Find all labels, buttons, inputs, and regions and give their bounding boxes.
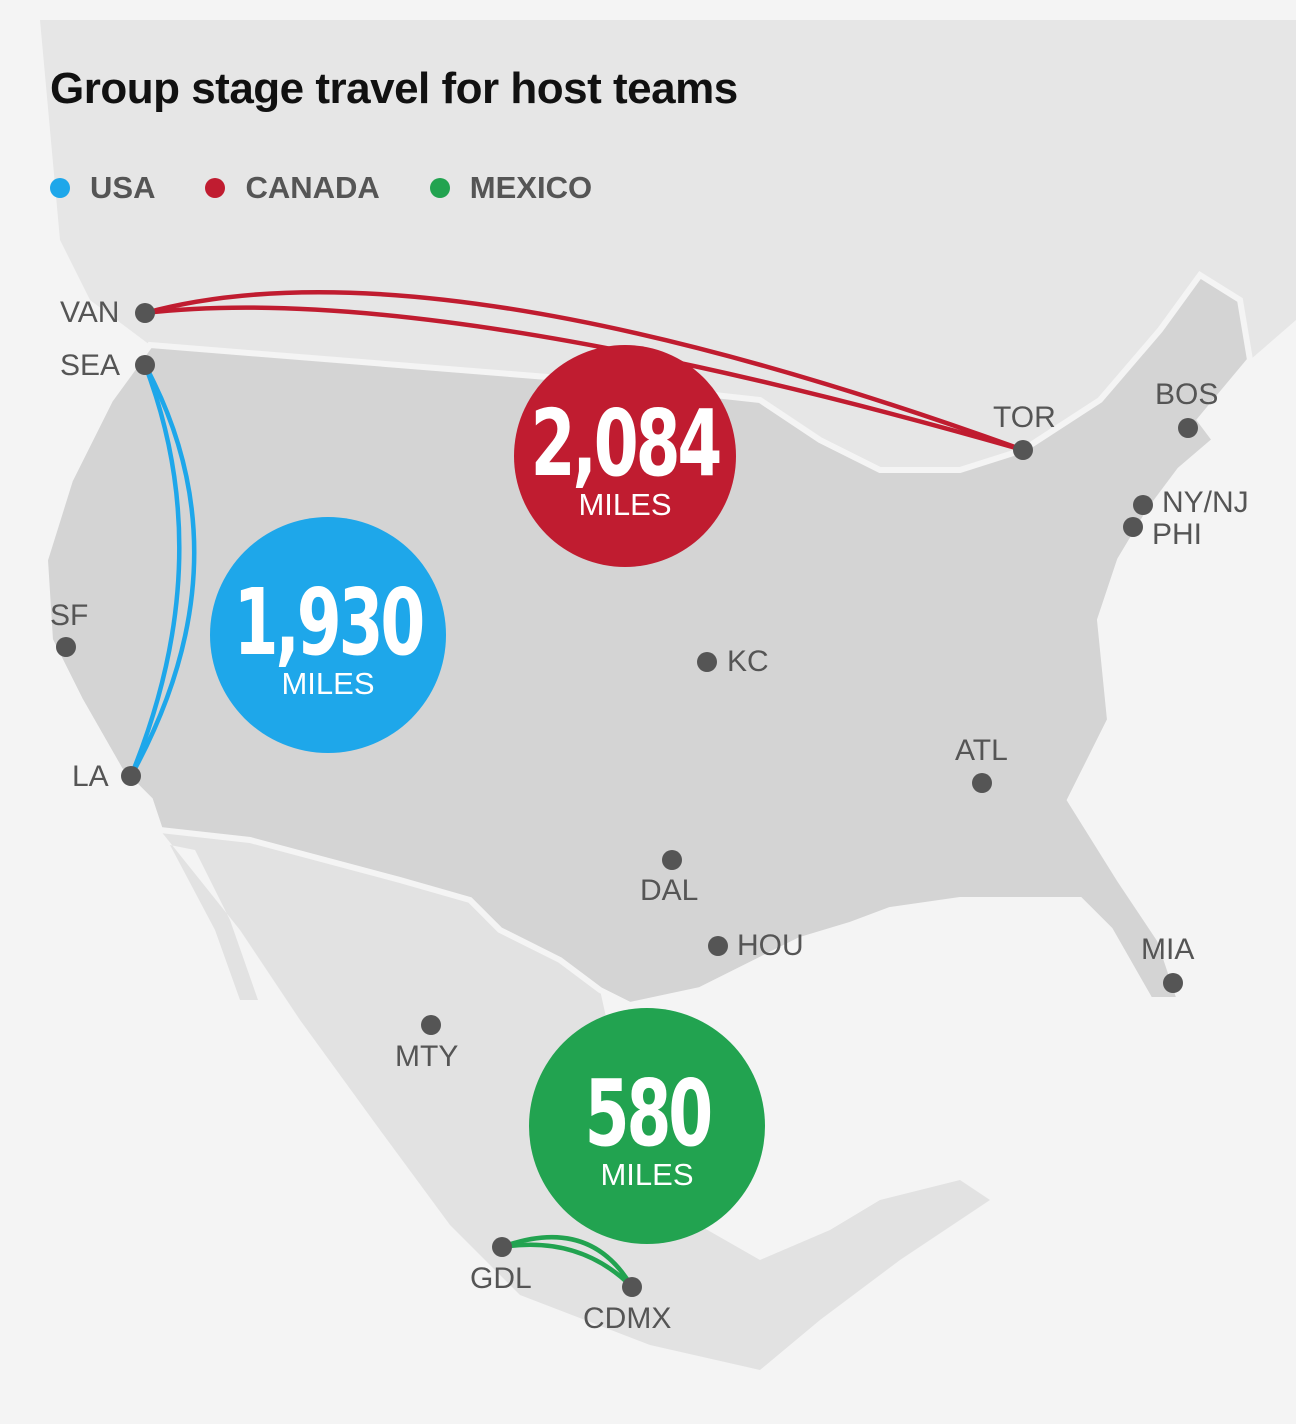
mexico-total-bubble: 580 MILES [529, 1008, 765, 1244]
city-label-mty: MTY [395, 1040, 459, 1073]
city-label-bos: BOS [1155, 378, 1219, 411]
city-marker-la [121, 766, 141, 786]
route-canada [142, 290, 1026, 453]
route-mexico [499, 1234, 635, 1290]
city-label-gdl: GDL [470, 1262, 532, 1295]
mexico-dot-icon [429, 178, 450, 198]
route-mexico [499, 1242, 635, 1290]
city-label-tor: TOR [993, 401, 1056, 434]
legend-item-mexico: MEXICO [429, 170, 592, 206]
city-label-sea: SEA [60, 349, 121, 382]
city-label-phi: PHI [1152, 518, 1203, 551]
route-usa [128, 362, 197, 779]
legend: USA CANADA MEXICO [50, 170, 642, 206]
canada-total-unit: MILES [578, 487, 672, 522]
city-marker-dal [662, 850, 682, 870]
city-label-la: LA [72, 760, 109, 793]
city-marker-cdmx [622, 1277, 642, 1297]
city-marker-mia [1163, 973, 1183, 993]
canada-total-value: 2,084 [530, 390, 723, 497]
canada-landmass [40, 20, 1296, 470]
mexico-total-unit: MILES [600, 1157, 694, 1192]
legend-item-canada: CANADA [205, 170, 380, 206]
city-marker-gdl [492, 1237, 512, 1257]
city-label-atl: ATL [955, 734, 1008, 767]
route-canada [142, 305, 1026, 453]
city-label-dal: DAL [640, 874, 699, 907]
usa-landmass [41, 270, 1254, 1009]
usa-total-bubble: 1,930 MILES [210, 517, 446, 753]
city-label-mia: MIA [1141, 933, 1195, 966]
city-label-sf: SF [50, 599, 89, 632]
city-label-hou: HOU [737, 929, 804, 962]
page-title: Group stage travel for host teams [50, 64, 738, 113]
city-marker-van [135, 303, 155, 323]
city-marker-hou [708, 936, 728, 956]
city-marker-tor [1013, 440, 1033, 460]
city-marker-atl [972, 773, 992, 793]
usa-total-value: 1,930 [233, 569, 426, 676]
route-usa [128, 362, 182, 779]
legend-item-usa: USA [50, 170, 155, 206]
city-marker-sea [135, 355, 155, 375]
city-label-kc: KC [727, 645, 769, 678]
usa-dot-icon [50, 178, 70, 198]
usa-total-unit: MILES [281, 666, 375, 701]
city-marker-phi [1123, 517, 1143, 537]
canada-dot-icon [205, 178, 226, 198]
city-marker-kc [697, 652, 717, 672]
city-marker-bos [1178, 418, 1198, 438]
canada-total-bubble: 2,084 MILES [514, 345, 736, 567]
city-label-nynj: NY/NJ [1162, 486, 1249, 519]
city-label-van: VAN [60, 296, 120, 329]
mexico-total-value: 580 [584, 1060, 713, 1167]
city-marker-nynj [1133, 495, 1153, 515]
city-label-cdmx: CDMX [583, 1302, 672, 1335]
city-marker-sf [56, 637, 76, 657]
city-marker-mty [421, 1015, 441, 1035]
